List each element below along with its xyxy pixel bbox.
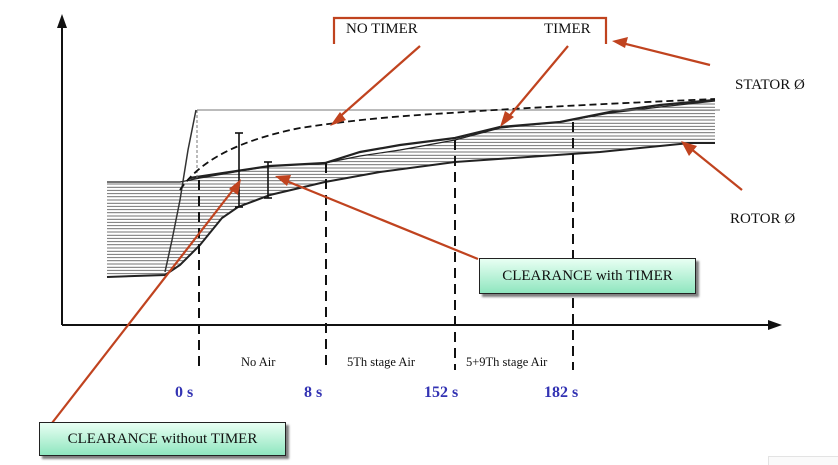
callout-clearance-with-timer: CLEARANCE with TIMER xyxy=(479,258,696,294)
time-label-0s: 0 s xyxy=(175,384,194,401)
clearance-band xyxy=(106,98,716,278)
x-axis-arrowhead xyxy=(768,320,782,330)
callout-clearance-with-timer-text: CLEARANCE with TIMER xyxy=(502,267,673,284)
clearance-markers xyxy=(235,132,272,208)
rotor-label: ROTOR Ø xyxy=(730,211,796,227)
callout-clearance-without-timer: CLEARANCE without TIMER xyxy=(39,422,286,456)
arrow-no-timer xyxy=(335,45,421,121)
phase-label-no-air: No Air xyxy=(241,355,276,369)
stator-label: STATOR Ø xyxy=(735,77,805,93)
annotation-arrows xyxy=(51,37,743,424)
stator-timer-solid-curve xyxy=(189,98,716,180)
slide-corner-decoration xyxy=(768,456,838,465)
y-axis-arrowhead xyxy=(57,14,67,28)
phase-label-5th-stage: 5Th stage Air xyxy=(347,355,416,369)
no-timer-step-line xyxy=(196,109,720,178)
arrow-rotor xyxy=(689,147,743,191)
timer-bracket xyxy=(332,16,608,44)
axes xyxy=(57,14,782,330)
phase-label-5-9th-stage: 5+9Th stage Air xyxy=(466,355,548,369)
arrow-clearance-with-timer xyxy=(283,178,479,261)
arrow-stator xyxy=(621,41,711,67)
stator-transient-curve xyxy=(164,109,197,273)
arrow-timer xyxy=(505,45,569,121)
no-timer-label: NO TIMER xyxy=(346,21,418,37)
no-timer-dashed-curve xyxy=(179,98,716,191)
arrow-clearance-without-timer xyxy=(51,185,237,424)
callout-clearance-without-timer-text: CLEARANCE without TIMER xyxy=(67,430,258,447)
time-label-152s: 152 s xyxy=(424,384,459,401)
timer-label: TIMER xyxy=(544,21,591,37)
time-label-182s: 182 s xyxy=(544,384,579,401)
time-label-8s: 8 s xyxy=(304,384,323,401)
rotor-curve xyxy=(106,142,715,278)
